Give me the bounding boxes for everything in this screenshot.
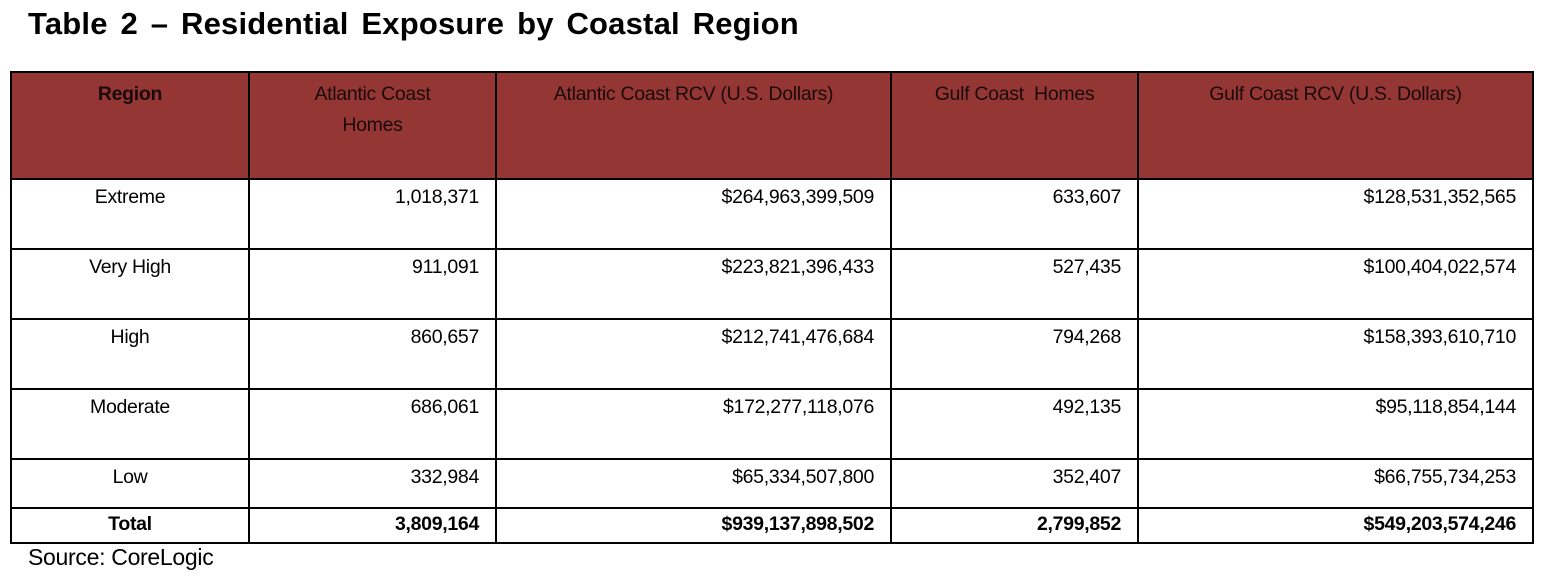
header-atlantic-rcv: Atlantic Coast RCV (U.S. Dollars) — [495, 71, 892, 180]
cell-atlantic-homes: 1,018,371 — [248, 178, 497, 250]
cell-atlantic-rcv: $212,741,476,684 — [495, 318, 892, 390]
cell-gulf-homes: 794,268 — [890, 318, 1139, 390]
cell-atlantic-homes: 332,984 — [248, 458, 497, 509]
cell-atlantic-homes: 860,657 — [248, 318, 497, 390]
cell-gulf-homes: 527,435 — [890, 248, 1139, 320]
table-title: Table 2 – Residential Exposure by Coasta… — [28, 6, 799, 41]
cell-gulf-homes: 352,407 — [890, 458, 1139, 509]
cell-gulf-homes: 492,135 — [890, 388, 1139, 460]
cell-atlantic-rcv: $264,963,399,509 — [495, 178, 892, 250]
cell-atlantic-rcv: $223,821,396,433 — [495, 248, 892, 320]
total-gulf-homes: 2,799,852 — [890, 507, 1139, 544]
cell-gulf-rcv: $158,393,610,710 — [1137, 318, 1534, 390]
cell-gulf-rcv: $66,755,734,253 — [1137, 458, 1534, 509]
cell-region: Extreme — [10, 178, 250, 250]
cell-region: Very High — [10, 248, 250, 320]
cell-gulf-homes: 633,607 — [890, 178, 1139, 250]
total-gulf-rcv: $549,203,574,246 — [1137, 507, 1534, 544]
header-row: Region Atlantic Coast Homes Atlantic Coa… — [10, 71, 1534, 180]
cell-region: High — [10, 318, 250, 390]
cell-region: Moderate — [10, 388, 250, 460]
table-row: Low 332,984 $65,334,507,800 352,407 $66,755,… — [10, 458, 1534, 509]
cell-gulf-rcv: $100,404,022,574 — [1137, 248, 1534, 320]
total-atlantic-rcv: $939,137,898,502 — [495, 507, 892, 544]
source-note: Source: CoreLogic — [28, 544, 214, 570]
cell-atlantic-rcv: $172,277,118,076 — [495, 388, 892, 460]
total-row: Total 3,809,164 $939,137,898,502 2,799,852 $… — [10, 507, 1534, 544]
cell-gulf-rcv: $95,118,854,144 — [1137, 388, 1534, 460]
total-atlantic-homes: 3,809,164 — [248, 507, 497, 544]
cell-gulf-rcv: $128,531,352,565 — [1137, 178, 1534, 250]
total-region: Total — [10, 507, 250, 544]
table-row: Moderate 686,061 $172,277,118,076 492,135 $9… — [10, 388, 1534, 460]
exposure-table: Region Atlantic Coast Homes Atlantic Coa… — [10, 71, 1534, 544]
header-region: Region — [10, 71, 250, 180]
header-gulf-rcv: Gulf Coast RCV (U.S. Dollars) — [1137, 71, 1534, 180]
table-row: Extreme 1,018,371 $264,963,399,509 633,607 $… — [10, 178, 1534, 250]
header-atlantic-homes: Atlantic Coast Homes — [248, 71, 497, 180]
table-row: Very High 911,091 $223,821,396,433 527,435 $… — [10, 248, 1534, 320]
header-gulf-homes: Gulf Coast Homes — [890, 71, 1139, 180]
table-row: High 860,657 $212,741,476,684 794,268 $158,3… — [10, 318, 1534, 390]
cell-atlantic-homes: 911,091 — [248, 248, 497, 320]
cell-atlantic-rcv: $65,334,507,800 — [495, 458, 892, 509]
cell-region: Low — [10, 458, 250, 509]
cell-atlantic-homes: 686,061 — [248, 388, 497, 460]
